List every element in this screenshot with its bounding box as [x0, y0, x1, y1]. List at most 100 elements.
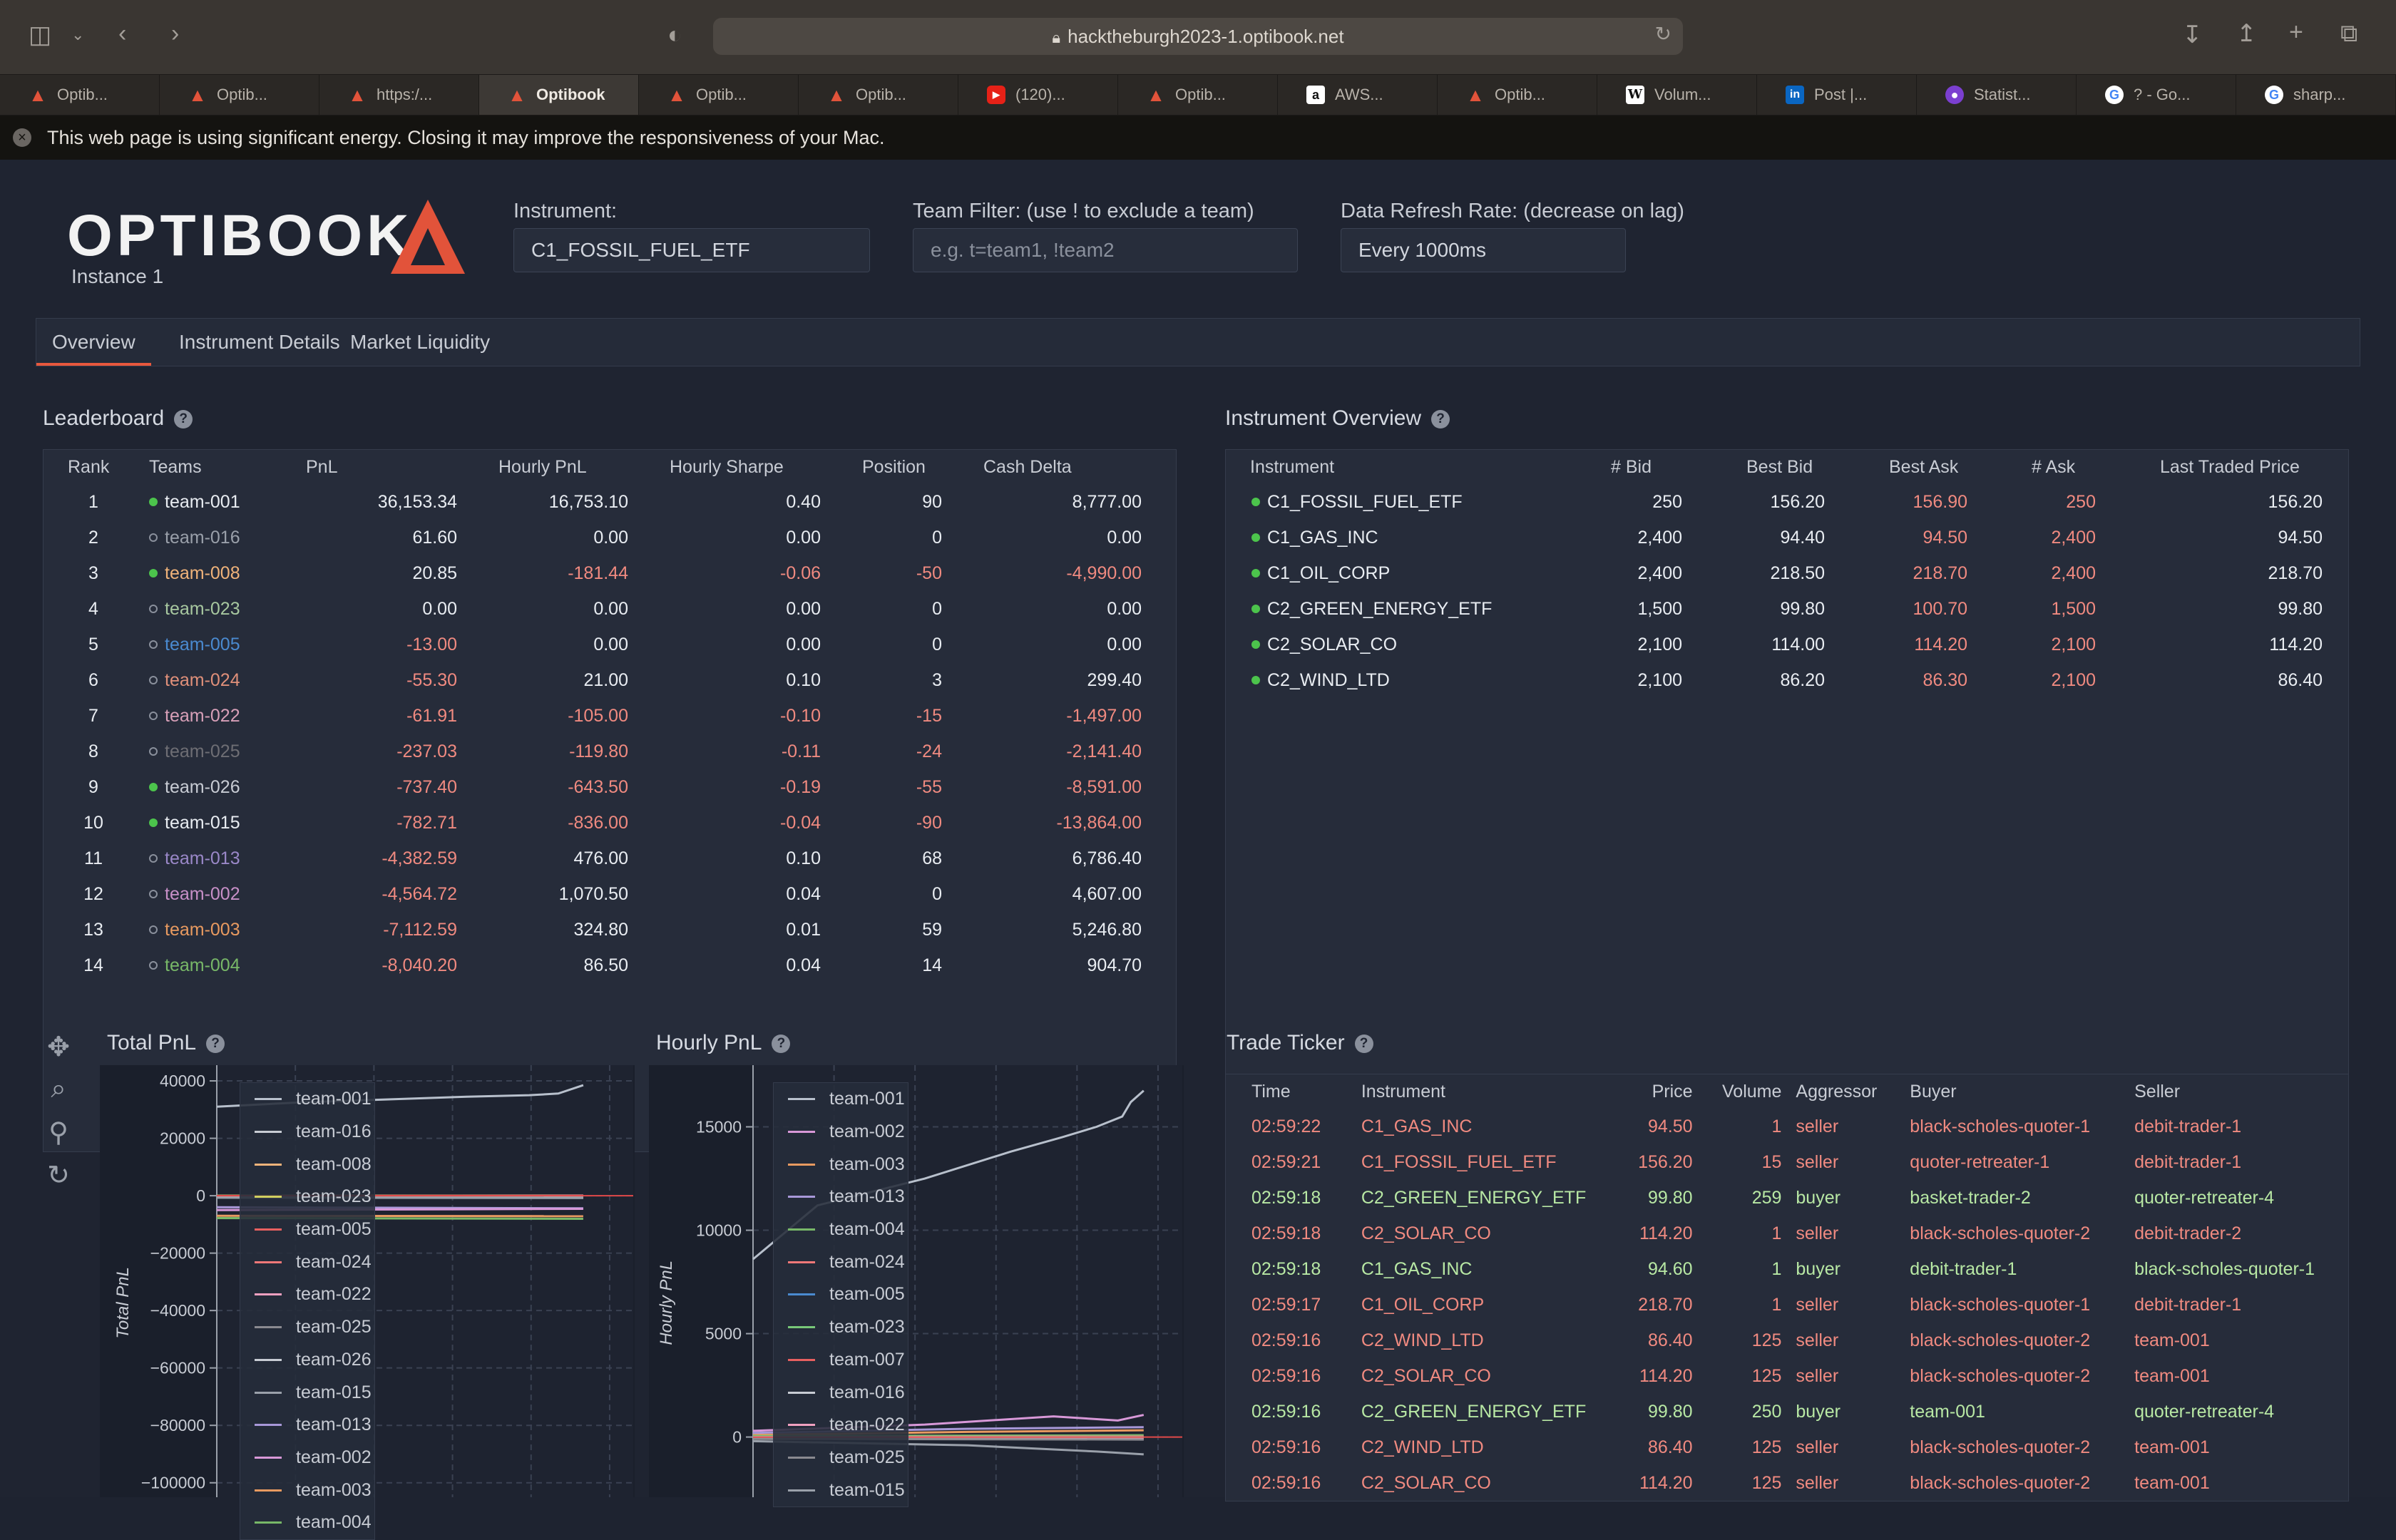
legend-item[interactable]: team-015	[240, 1376, 374, 1409]
browser-tab[interactable]: ▲Optib...	[0, 75, 160, 115]
tab-market-liquidity[interactable]: Market Liquidity	[334, 319, 506, 366]
ticker-header-cell[interactable]: Time	[1226, 1074, 1347, 1109]
legend-item[interactable]: team-002	[774, 1116, 908, 1149]
tab-overview-icon[interactable]: ⧉	[2340, 21, 2357, 46]
legend-item[interactable]: team-016	[774, 1376, 908, 1409]
forward-icon[interactable]: ›	[171, 21, 179, 46]
instrument-header-cell[interactable]: Last Traded Price	[2117, 450, 2347, 484]
legend-item[interactable]: team-024	[240, 1246, 374, 1278]
help-icon[interactable]: ?	[772, 1035, 790, 1053]
legend-item[interactable]: team-013	[774, 1181, 908, 1213]
browser-tab[interactable]: ▲Optib...	[799, 75, 958, 115]
reset-icon[interactable]: ↻	[40, 1159, 77, 1202]
back-icon[interactable]: ‹	[118, 21, 126, 46]
tab-overview[interactable]: Overview	[36, 319, 151, 366]
close-icon[interactable]: ×	[13, 128, 31, 147]
ticker-header-cell[interactable]: Aggressor	[1781, 1074, 1895, 1109]
browser-tab[interactable]: ▲Optibook	[479, 75, 639, 115]
legend-item[interactable]: team-026	[240, 1344, 374, 1377]
instrument-header-cell[interactable]: # Bid	[1568, 450, 1704, 484]
legend-item[interactable]: team-001	[774, 1083, 908, 1116]
legend-item[interactable]: team-003	[774, 1148, 908, 1181]
legend-item[interactable]: team-004	[240, 1506, 374, 1539]
leaderboard-header-cell[interactable]: Position	[842, 450, 963, 484]
legend-item[interactable]: team-022	[774, 1409, 908, 1442]
leaderboard-header-cell[interactable]: Hourly Sharpe	[650, 450, 842, 484]
privacy-shield-icon[interactable]: ◐	[667, 23, 682, 47]
chevron-down-icon[interactable]: ⌄	[71, 27, 84, 43]
legend-item[interactable]: team-002	[240, 1442, 374, 1474]
team-filter-input[interactable]: e.g. t=team1, !team2	[913, 228, 1298, 272]
zoom-box-icon[interactable]: ⌕	[40, 1074, 77, 1116]
legend-item[interactable]: team-004	[774, 1213, 908, 1246]
legend-item[interactable]: team-016	[240, 1116, 374, 1149]
ticker-header-cell[interactable]: Instrument	[1347, 1074, 1593, 1109]
leaderboard-header-cell[interactable]: Hourly PnL	[478, 450, 650, 484]
reload-icon[interactable]: ↻	[1655, 24, 1671, 44]
instrument-select[interactable]: C1_FOSSIL_FUEL_ETF	[513, 228, 870, 272]
browser-tab[interactable]: ▲https:/...	[319, 75, 479, 115]
leaderboard-header-cell[interactable]: Teams	[122, 450, 286, 484]
instrument-header-cell[interactable]: Best Ask	[1846, 450, 1989, 484]
legend-item[interactable]: team-023	[240, 1181, 374, 1213]
address-bar[interactable]: 🔒︎hacktheburgh2023-1.optibook.net ↻	[713, 18, 1683, 55]
browser-tab[interactable]: G? - Go...	[2077, 75, 2236, 115]
browser-tab[interactable]: ▲Optib...	[160, 75, 319, 115]
move-icon[interactable]: ✥	[40, 1031, 77, 1074]
wheel-zoom-icon[interactable]: ⚲	[40, 1116, 77, 1159]
help-icon[interactable]: ?	[1431, 410, 1450, 428]
tab-instrument-details[interactable]: Instrument Details	[163, 319, 356, 366]
ticker-header-cell[interactable]: Buyer	[1895, 1074, 2120, 1109]
legend-item[interactable]: team-023	[774, 1311, 908, 1344]
legend-item[interactable]: team-025	[774, 1442, 908, 1474]
help-icon[interactable]: ?	[1355, 1035, 1373, 1053]
legend-item[interactable]: team-007	[774, 1344, 908, 1377]
legend-item[interactable]: team-008	[240, 1148, 374, 1181]
help-icon[interactable]: ?	[206, 1035, 225, 1053]
legend-item[interactable]: team-003	[240, 1474, 374, 1506]
ticker-header-cell[interactable]: Volume	[1693, 1074, 1782, 1109]
leaderboard-header-cell[interactable]: PnL	[286, 450, 478, 484]
share-icon[interactable]: ↥	[2236, 21, 2257, 46]
legend-item[interactable]: team-005	[240, 1213, 374, 1246]
browser-tab[interactable]: ●Statist...	[1917, 75, 2077, 115]
new-tab-icon[interactable]: +	[2289, 20, 2303, 44]
legend-item[interactable]: team-005	[774, 1278, 908, 1311]
help-icon[interactable]: ?	[174, 410, 193, 428]
legend-item[interactable]: team-024	[774, 1246, 908, 1278]
browser-tab[interactable]: ▶(120)...	[958, 75, 1118, 115]
sidebar-toggle-icon[interactable]: ◫	[29, 23, 51, 47]
legend-item[interactable]: team-022	[240, 1278, 374, 1311]
refresh-rate-select[interactable]: Every 1000ms	[1341, 228, 1626, 272]
legend-item[interactable]: team-013	[240, 1409, 374, 1442]
browser-tab[interactable]: ▲Optib...	[1438, 75, 1597, 115]
